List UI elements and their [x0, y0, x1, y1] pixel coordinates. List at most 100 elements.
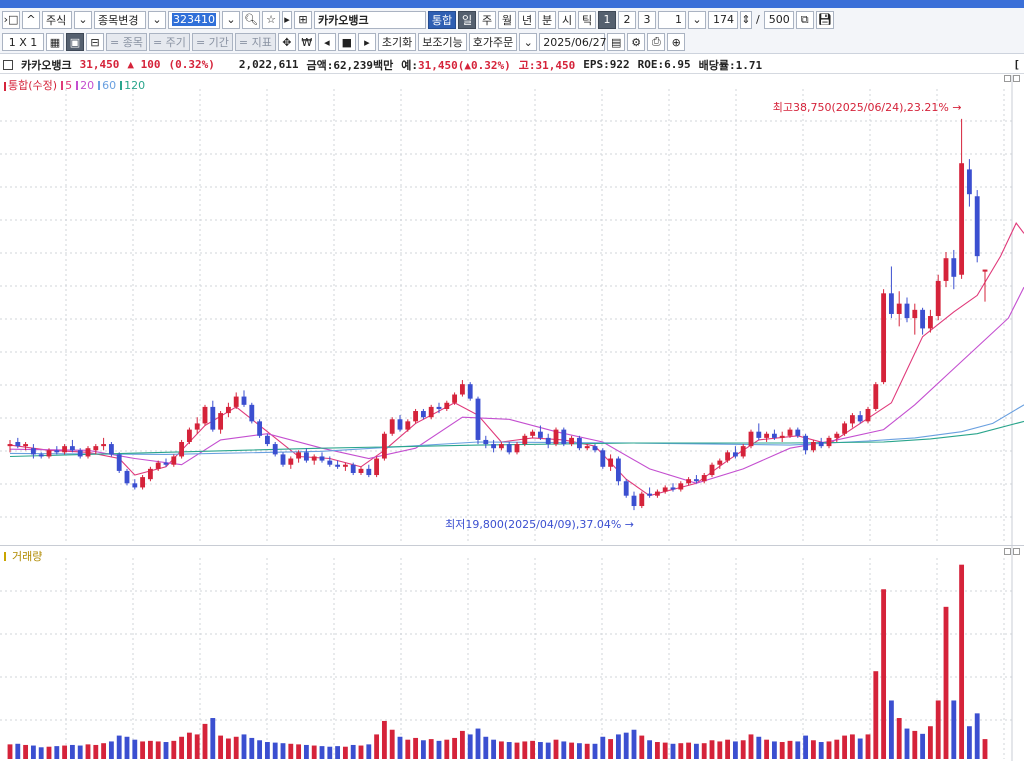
- candle: [93, 444, 99, 455]
- nav-menu-button[interactable]: ›□: [2, 10, 20, 29]
- number-button-3[interactable]: 3: [638, 10, 656, 29]
- save-icon[interactable]: 💾︎: [815, 10, 834, 29]
- volume-bar: [132, 739, 138, 759]
- print-icon[interactable]: ⎙: [647, 33, 666, 51]
- candle-body: [132, 483, 138, 488]
- secondary-toolbar: 1 X 1 ▦ ▣ ⊟ = 종목 = 주기 = 기간 = 지표 ✥ ₩ ◂ ■ …: [0, 31, 1024, 54]
- play-arrow-icon[interactable]: ▸: [282, 10, 292, 29]
- market-dropdown-chevron-icon[interactable]: ⌄: [74, 10, 92, 29]
- market-select[interactable]: 주식: [42, 10, 72, 29]
- close-panel-icon[interactable]: [1013, 75, 1020, 82]
- candle: [888, 266, 894, 319]
- volume-bar: [678, 743, 684, 759]
- number-button-2[interactable]: 2: [618, 10, 636, 29]
- price-chart[interactable]: 최고38,750(2025/06/24),23.21% → 최저19,800(20…: [0, 75, 1024, 545]
- candle: [311, 454, 317, 465]
- legend-ma120: 120: [120, 79, 145, 92]
- interval-chevron-icon[interactable]: ⌄: [688, 10, 706, 29]
- step-forward-icon[interactable]: ▸: [357, 33, 376, 51]
- step-back-icon[interactable]: ◂: [317, 33, 336, 51]
- calendar-icon[interactable]: ▤: [607, 33, 626, 51]
- tab-hour[interactable]: 시: [558, 10, 576, 29]
- aux-function-button[interactable]: 보조기능: [418, 33, 467, 51]
- volume-bar: [631, 729, 637, 759]
- candle-body: [842, 423, 848, 434]
- settings-icon[interactable]: ⚙: [627, 33, 646, 51]
- change-stock-chevron-icon[interactable]: ⌄: [148, 10, 166, 29]
- search-icon[interactable]: 🔍︎: [242, 10, 260, 29]
- quote-order-button[interactable]: 호가주문: [468, 33, 518, 51]
- number-button-1[interactable]: 1: [598, 10, 616, 29]
- volume-bar: [381, 720, 387, 759]
- tab-minute[interactable]: 분: [538, 10, 556, 29]
- layout-1x1-button[interactable]: 1 X 1: [2, 33, 44, 51]
- volume-bar: [881, 589, 887, 759]
- add-window-icon[interactable]: ⧉: [795, 10, 814, 29]
- split-layout-icon[interactable]: ⊟: [86, 33, 104, 51]
- legend-ma60-label: 60: [102, 78, 117, 92]
- count-input[interactable]: 174: [708, 10, 738, 29]
- add-chart-icon[interactable]: ⊕: [667, 33, 686, 51]
- sync-stock-button[interactable]: = 종목: [106, 33, 147, 51]
- volume-chart[interactable]: [0, 546, 1024, 761]
- volume-chart-panel[interactable]: 거래량: [0, 545, 1024, 761]
- volume-bar: [194, 734, 200, 759]
- candle: [701, 472, 707, 484]
- tab-combined[interactable]: 통합: [428, 10, 456, 29]
- reset-button[interactable]: 초기화: [377, 33, 417, 51]
- interval-input[interactable]: 1: [658, 10, 686, 29]
- candle-body: [335, 464, 341, 467]
- volume-bar: [732, 741, 738, 759]
- volume-bar: [600, 736, 606, 759]
- candle-body: [108, 444, 114, 455]
- price-chart-panel[interactable]: 최고38,750(2025/06/24),23.21% → 최저19,800(20…: [0, 75, 1024, 545]
- candle-body: [62, 446, 68, 453]
- date-input[interactable]: 2025/06/27: [539, 33, 607, 51]
- stop-icon[interactable]: ■: [337, 33, 356, 51]
- candle-body: [787, 429, 793, 436]
- star-icon[interactable]: ☆: [262, 10, 280, 29]
- tab-monthly[interactable]: 월: [498, 10, 516, 29]
- sync-period-button[interactable]: = 기간: [191, 33, 233, 51]
- candle-body: [717, 460, 723, 465]
- volume-bar: [873, 671, 879, 759]
- code-dropdown-chevron-icon[interactable]: ⌄: [222, 10, 240, 29]
- info-price: 31,450: [79, 58, 120, 71]
- tab-daily[interactable]: 일: [458, 10, 476, 29]
- count-stepper-icon[interactable]: ⇕: [740, 10, 752, 29]
- up-arrow-button[interactable]: ^: [22, 10, 40, 29]
- change-stock-select[interactable]: 종목변경: [94, 10, 146, 29]
- candle-body: [569, 437, 575, 445]
- volume-bar: [756, 736, 762, 759]
- candle-body: [101, 444, 107, 447]
- order-chevron-icon[interactable]: ⌄: [519, 33, 538, 51]
- select-checkbox[interactable]: [3, 59, 13, 70]
- volume-bar: [662, 742, 668, 759]
- volume-bar: [436, 740, 442, 759]
- price-panel-controls: [1004, 75, 1020, 82]
- candle-body: [342, 464, 348, 467]
- info-expected-value: 31,450: [418, 58, 458, 72]
- tab-weekly[interactable]: 주: [478, 10, 496, 29]
- volume-minimize-icon[interactable]: [1004, 548, 1011, 555]
- crosshair-icon[interactable]: ✥: [277, 33, 296, 51]
- candle: [108, 442, 114, 457]
- candle: [966, 159, 972, 207]
- candle-body: [436, 406, 442, 409]
- candle: [647, 487, 653, 498]
- sync-indicator-button[interactable]: = 지표: [234, 33, 276, 51]
- won-button[interactable]: ₩: [297, 33, 316, 51]
- candle-body: [358, 468, 364, 473]
- candle-body: [857, 415, 863, 422]
- candle-body: [327, 460, 333, 465]
- stock-code-input[interactable]: 323410: [168, 10, 220, 29]
- tab-tick[interactable]: 틱: [578, 10, 596, 29]
- volume-close-icon[interactable]: [1013, 548, 1020, 555]
- single-layout-icon[interactable]: ▣: [66, 33, 84, 51]
- minimize-panel-icon[interactable]: [1004, 75, 1011, 82]
- tab-yearly[interactable]: 년: [518, 10, 536, 29]
- sync-cycle-button[interactable]: = 주기: [148, 33, 190, 51]
- max-count-input[interactable]: 500: [763, 10, 794, 29]
- grid-icon[interactable]: ▦: [46, 33, 64, 51]
- news-icon[interactable]: ⊞: [294, 10, 312, 29]
